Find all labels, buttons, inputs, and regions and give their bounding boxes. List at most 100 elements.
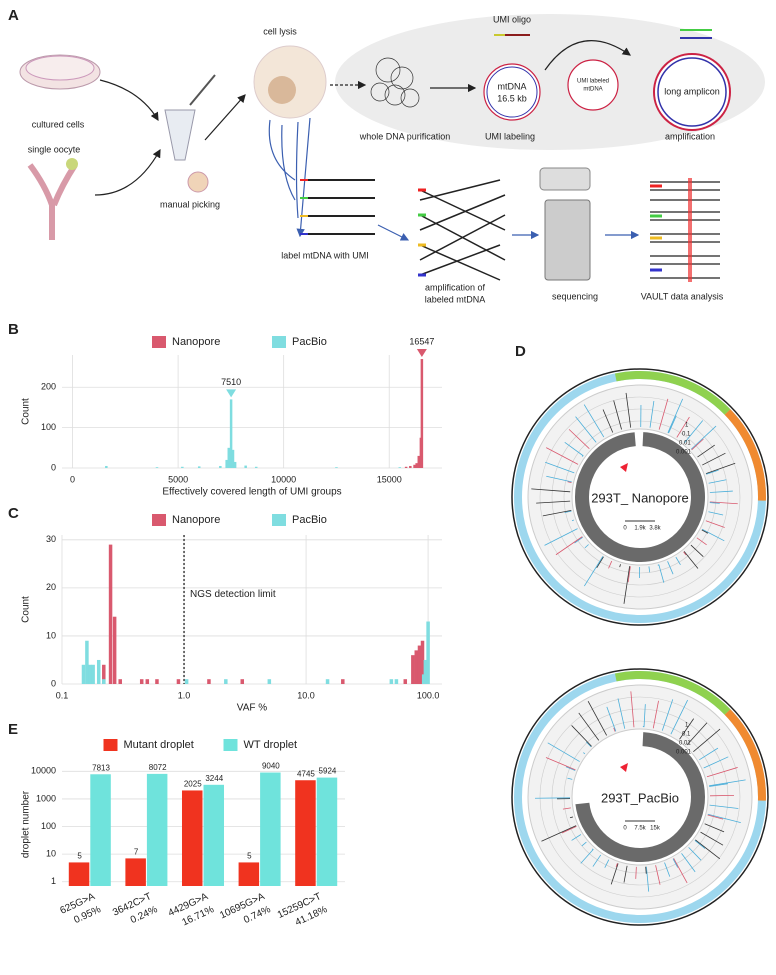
bar xyxy=(426,621,430,684)
variant-tick xyxy=(580,848,594,864)
ring-label: 1 xyxy=(685,423,689,429)
variant-tick xyxy=(546,447,579,465)
x-tick-label: 0.1 xyxy=(56,690,69,700)
value-label: 7813 xyxy=(92,763,110,772)
ring-label: 0.1 xyxy=(682,732,691,738)
value-label: 5 xyxy=(77,852,82,861)
variant-tick xyxy=(581,841,587,847)
bar xyxy=(184,679,189,684)
variant-tick xyxy=(635,866,637,879)
track-ring xyxy=(539,396,741,598)
label: amplification of xyxy=(425,282,486,292)
label: labeled mtDNA xyxy=(425,294,486,304)
variant-tick xyxy=(567,777,573,780)
variant-tick xyxy=(604,859,610,868)
bar xyxy=(203,784,225,886)
peak-marker xyxy=(226,389,237,398)
variant-tick xyxy=(690,544,704,557)
bar xyxy=(316,777,338,886)
legend-label: Nanopore xyxy=(172,336,220,348)
bar xyxy=(420,359,424,468)
panel-label: E xyxy=(8,721,18,738)
bar xyxy=(411,655,415,684)
bar xyxy=(219,465,222,468)
variant-tick xyxy=(697,444,715,458)
bar xyxy=(295,780,316,886)
variant-tick xyxy=(649,400,655,428)
variant-tick xyxy=(544,528,578,546)
bar xyxy=(398,467,402,468)
peak-label: 16547 xyxy=(409,336,434,346)
variant-tick xyxy=(571,725,592,747)
variant-tick xyxy=(568,429,590,450)
variant-tick xyxy=(583,404,605,438)
legend-swatch xyxy=(272,514,286,526)
variant-tick xyxy=(706,469,719,475)
legend-swatch xyxy=(223,739,238,751)
coverage-arc xyxy=(575,432,705,562)
outer-ring xyxy=(511,668,769,926)
variant-tick xyxy=(578,712,600,741)
bar xyxy=(244,465,247,468)
variant-tick xyxy=(694,840,706,849)
variant-tick xyxy=(679,718,695,740)
variant-tick xyxy=(683,551,699,569)
legend-swatch xyxy=(103,739,118,751)
variant-tick xyxy=(673,858,688,884)
bar xyxy=(181,466,184,468)
variant-tick xyxy=(684,420,704,444)
variant-tick xyxy=(567,481,572,483)
coverage-arc xyxy=(575,732,705,862)
variant-tick xyxy=(571,834,582,841)
bar xyxy=(254,466,258,468)
variant-tick xyxy=(705,520,725,528)
ring-label: 0.1 xyxy=(682,432,691,438)
variant-tick xyxy=(571,519,575,522)
x-tick-label: 1.0 xyxy=(178,690,191,700)
y-tick-label: 0 xyxy=(51,678,56,688)
value-label: 2025 xyxy=(184,780,202,789)
value-label: 8072 xyxy=(149,763,167,772)
inner xyxy=(571,428,709,566)
label: UMI labeling xyxy=(485,131,535,141)
legend-label: PacBio xyxy=(292,514,327,526)
variant-tick xyxy=(608,560,613,569)
variant-tick xyxy=(709,804,739,809)
variant-tick xyxy=(545,461,575,474)
label: UMI oligo xyxy=(493,14,531,24)
peak-marker xyxy=(416,349,427,358)
bar xyxy=(233,461,237,468)
outer-ring xyxy=(511,368,769,626)
variant-tick xyxy=(617,698,626,729)
variant-tick xyxy=(625,392,632,428)
variant-tick xyxy=(658,564,665,583)
variant-tick xyxy=(561,825,577,834)
bar xyxy=(420,640,425,684)
workflow-diagram: cultured cells single oocyte manual pick… xyxy=(19,14,765,304)
variant-tick xyxy=(623,865,628,883)
bar xyxy=(176,679,181,684)
inner xyxy=(571,728,709,866)
x-tick-label: 10.0 xyxy=(297,690,315,700)
bar xyxy=(238,862,260,886)
gene-arc xyxy=(614,671,731,715)
legend-label: Nanopore xyxy=(172,514,220,526)
variant-tick xyxy=(706,767,738,778)
variant-tick xyxy=(541,825,577,842)
origin-marker xyxy=(620,463,628,472)
threshold-label: NGS detection limit xyxy=(190,589,276,600)
variant-tick xyxy=(700,831,724,846)
variant-tick xyxy=(709,783,729,787)
bar xyxy=(139,679,144,684)
variant-tick xyxy=(707,814,724,820)
value-label: 9040 xyxy=(262,762,280,771)
legend-label: Mutant droplet xyxy=(124,739,194,751)
bar xyxy=(102,679,106,684)
variant-tick xyxy=(676,416,690,438)
y-tick-label: 10000 xyxy=(31,766,56,776)
bar xyxy=(118,679,122,684)
variant-tick xyxy=(703,756,729,769)
variant-tick xyxy=(587,700,608,736)
scale-label: 7.5k xyxy=(634,826,646,832)
bar xyxy=(197,466,201,468)
